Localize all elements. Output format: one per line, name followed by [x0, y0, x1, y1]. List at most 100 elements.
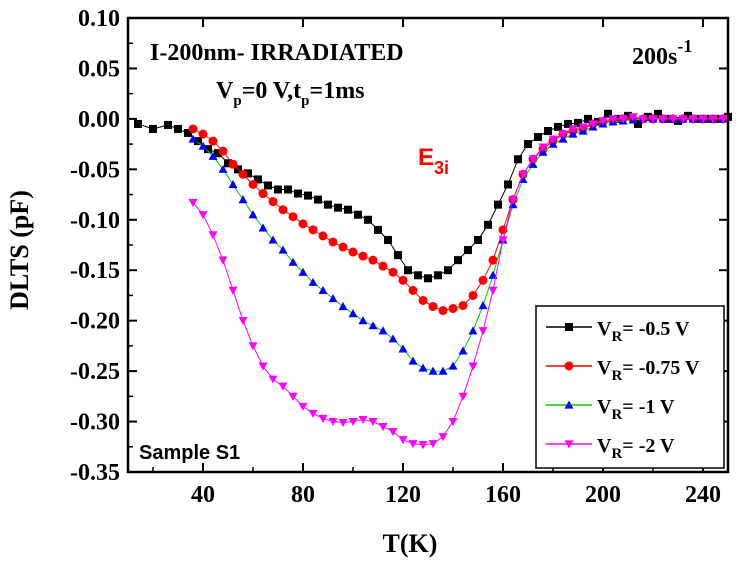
- data-point: [188, 124, 198, 134]
- data-point: [184, 129, 192, 138]
- series-line: [192, 118, 723, 312]
- y-tick-label: -0.20: [70, 309, 120, 335]
- data-point: [318, 285, 328, 294]
- data-point: [458, 301, 468, 311]
- data-point: [208, 151, 218, 160]
- data-point: [348, 417, 358, 427]
- data-point: [288, 257, 298, 266]
- data-point: [568, 125, 578, 134]
- data-point: [684, 111, 692, 120]
- legend-entry: VR= -0.75 V: [546, 357, 700, 384]
- data-point: [448, 361, 458, 370]
- data-point: [214, 149, 222, 158]
- data-point: [268, 235, 278, 244]
- data-point: [224, 159, 232, 168]
- data-point: [634, 119, 642, 128]
- data-point: [558, 130, 568, 139]
- data-point: [668, 115, 678, 124]
- data-point: [378, 326, 388, 335]
- data-point: [444, 266, 452, 275]
- data-point: [588, 120, 598, 129]
- data-point: [388, 428, 398, 437]
- data-point: [618, 115, 628, 124]
- data-point: [374, 225, 382, 234]
- data-point: [458, 346, 468, 355]
- data-point: [368, 255, 378, 265]
- x-tick-label: 240: [685, 482, 721, 508]
- data-point: [368, 417, 378, 427]
- data-point: [534, 133, 542, 142]
- data-point: [548, 135, 558, 144]
- data-point: [524, 140, 532, 149]
- legend-entry: VR= -2 V: [546, 435, 675, 462]
- data-point: [204, 145, 212, 154]
- data-point: [328, 293, 338, 303]
- data-point: [258, 189, 268, 199]
- y-tick-label: -0.05: [70, 157, 120, 183]
- data-point: [408, 285, 418, 295]
- data-point: [678, 115, 688, 124]
- data-point: [424, 274, 432, 283]
- data-point: [568, 129, 578, 138]
- data-point: [358, 415, 368, 425]
- legend-value: = -2 V: [622, 435, 675, 457]
- data-point: [278, 245, 288, 254]
- data-point: [724, 112, 732, 121]
- data-point: [398, 436, 408, 445]
- data-point: [478, 327, 488, 336]
- data-point: [438, 306, 448, 316]
- data-point: [428, 366, 438, 375]
- legend-v: V: [597, 435, 612, 457]
- data-point: [468, 326, 478, 335]
- cond-vp: V: [216, 78, 234, 104]
- data-point: [474, 235, 482, 244]
- peak-label-sub: 3i: [434, 158, 449, 178]
- x-tick-label: 40: [191, 482, 215, 508]
- data-point: [478, 275, 488, 285]
- condition-label: Vp=0 V,tp=1ms: [216, 78, 365, 109]
- data-point: [418, 363, 428, 372]
- data-point: [514, 155, 522, 164]
- data-point: [328, 417, 338, 427]
- x-tick-label: 200: [585, 482, 621, 508]
- data-point: [418, 295, 428, 305]
- cond-vp-rest: =0 V,t: [242, 78, 301, 104]
- legend-value: = -1 V: [622, 396, 675, 418]
- data-point: [134, 119, 142, 128]
- legend-label: VR= -2 V: [597, 435, 675, 462]
- data-point: [378, 423, 388, 432]
- data-point: [508, 196, 518, 205]
- data-point: [328, 237, 338, 247]
- series-1: [188, 114, 728, 316]
- data-point: [288, 392, 298, 401]
- y-tick-label: 0.05: [78, 56, 120, 82]
- data-point: [488, 255, 498, 265]
- data-point: [428, 302, 438, 312]
- legend-entry: VR= -1 V: [546, 396, 675, 423]
- data-point: [208, 136, 218, 146]
- data-point: [198, 141, 208, 150]
- data-point: [308, 409, 318, 418]
- peak-label: E3i: [418, 144, 449, 178]
- x-tick-label: 120: [385, 482, 421, 508]
- y-tick-label: 0.10: [78, 6, 120, 32]
- series-line: [137, 113, 729, 279]
- data-point: [314, 195, 322, 204]
- axis-ticks: 40 80 120 160 200 240 0.10 0.05 0.00 -0.05 -0.10 -0…: [70, 6, 728, 508]
- legend-v: V: [597, 357, 612, 379]
- cond-tp-sub: p: [301, 93, 309, 109]
- data-point: [348, 247, 358, 257]
- data-point: [298, 267, 308, 276]
- series-0: [134, 109, 732, 283]
- legend-marker: [564, 400, 574, 409]
- y-tick-label: -0.15: [70, 258, 120, 284]
- data-point: [394, 251, 402, 260]
- series-3: [188, 113, 728, 450]
- data-point: [194, 137, 202, 146]
- x-tick-label: 160: [485, 482, 521, 508]
- legend-marker: [564, 361, 574, 371]
- y-tick-label: -0.35: [70, 460, 120, 486]
- data-point: [388, 267, 398, 277]
- data-point: [218, 164, 228, 173]
